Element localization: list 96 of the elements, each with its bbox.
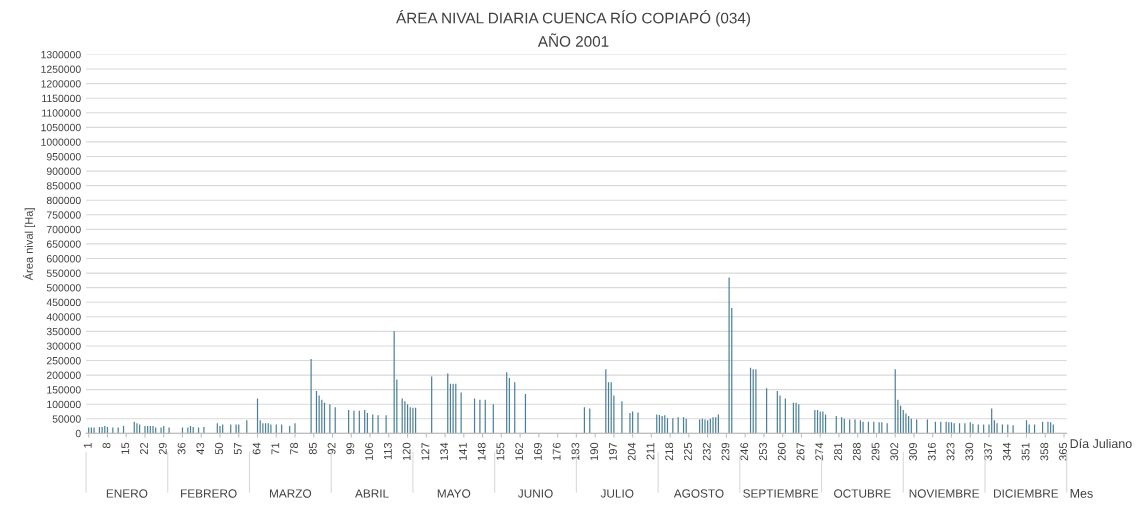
y-tick-label: 1100000 (42, 109, 81, 117)
y-tick-label: 1150000 (42, 94, 81, 103)
y-tick-label: 1250000 (41, 65, 81, 73)
y-tick-label: 250000 (46, 357, 81, 365)
x-tick-label: 337 (984, 442, 992, 461)
x-axis-title: Día Juliano (1070, 438, 1132, 449)
y-tick-label: 300000 (46, 342, 81, 350)
y-tick-label: 500000 (46, 284, 81, 292)
y-tick-label: 700000 (46, 225, 81, 234)
x-tick-label: 29 (158, 442, 167, 455)
x-tick-label: 92 (327, 442, 336, 455)
y-tick-label: 900000 (46, 167, 81, 175)
x-tick-label: 218 (665, 442, 674, 461)
x-tick-label: 99 (346, 442, 355, 455)
x-tick-label: 267 (796, 442, 805, 461)
x-tick-label: 260 (777, 442, 786, 461)
x-tick-label: 190 (590, 442, 599, 461)
x-tick-label: 232 (702, 442, 711, 461)
text: MARZO (269, 489, 312, 498)
x-tick-label: 351 (1021, 442, 1030, 461)
x-tick-label: 253 (759, 442, 767, 461)
x-tick-label: 204 (627, 442, 636, 461)
y-tick-label: 1050000 (41, 123, 81, 132)
y-tick-label: 550000 (46, 269, 81, 277)
text: SEPTIEMBRE (743, 489, 819, 498)
x-tick-label: 309 (909, 442, 917, 461)
chart-subtitle: AÑO 2001 (537, 33, 609, 47)
x-tick-label: 323 (946, 442, 955, 461)
x-tick-label: 106 (365, 442, 374, 461)
y-tick-label: 1300000 (41, 51, 81, 59)
x-tick-label: 15 (121, 442, 130, 454)
x-tick-label: 1 (83, 442, 92, 448)
x-tick-label: 64 (252, 442, 261, 455)
y-tick-label: 950000 (46, 153, 81, 161)
x-tick-label: 43 (196, 442, 205, 455)
x-tick-label: 302 (890, 442, 899, 461)
y-axis-title: Área nival [Ha] (23, 208, 36, 281)
x-tick-label: 239 (721, 442, 730, 461)
text: JUNIO (517, 489, 553, 498)
x-tick-label: 176 (552, 442, 561, 461)
text: FEBRERO (181, 489, 237, 498)
y-tick-label: 1200000 (41, 80, 81, 88)
x-tick-label: 85 (308, 442, 317, 455)
y-tick-label: 50000 (52, 415, 81, 423)
x-tick-label: 71 (271, 442, 280, 455)
x-tick-label: 113 (383, 442, 392, 460)
x-tick-label: 50 (215, 442, 223, 455)
x-tick-label: 197 (608, 442, 617, 461)
y-tick-label: 600000 (46, 255, 81, 263)
x-tick-label: 155 (496, 442, 505, 461)
text: AGOSTO (673, 489, 724, 498)
y-tick-label: 1000000 (41, 138, 81, 146)
text: MAYO (437, 489, 471, 498)
x-tick-label: 295 (871, 442, 880, 461)
x-tick-label: 162 (515, 442, 524, 461)
y-tick-label: 0 (75, 429, 81, 438)
x-tick-label: 36 (177, 442, 186, 455)
x-tick-label: 57 (233, 442, 242, 455)
y-tick-label: 750000 (46, 211, 81, 219)
x-tick-label: 281 (834, 442, 842, 461)
y-tick-label: 450000 (46, 298, 81, 307)
y-tick-label: 100000 (47, 400, 81, 409)
x-tick-label: 127 (421, 442, 430, 461)
text: ENERO (106, 489, 148, 498)
text: DICIEMBRE (994, 489, 1059, 498)
x-tick-label: 134 (440, 442, 449, 461)
x-tick-label: 78 (290, 442, 299, 455)
text: Mes (1070, 489, 1093, 498)
y-tick-label: 150000 (47, 386, 81, 394)
x-tick-label: 344 (1002, 442, 1011, 461)
chart-title: ÁREA NIVAL DIARIA CUENCA RÍO COPIAPÓ (034) (396, 10, 750, 27)
x-tick-label: 225 (684, 442, 692, 461)
y-tick-label: 650000 (46, 240, 81, 248)
text: JULIO (600, 489, 634, 498)
x-tick-label: 183 (571, 442, 580, 461)
x-tick-label: 169 (533, 442, 542, 461)
y-tick-label: 800000 (46, 196, 81, 205)
text: ABRIL (355, 489, 389, 498)
x-tick-label: 365 (1059, 442, 1068, 461)
text: OCTUBRE (834, 489, 891, 498)
x-tick-label: 316 (927, 442, 936, 461)
y-tick-label: 200000 (46, 371, 81, 379)
x-tick-label: 141 (459, 442, 467, 461)
x-tick-label: 120 (402, 442, 411, 461)
x-tick-label: 330 (965, 442, 974, 461)
y-tick-label: 400000 (46, 313, 81, 321)
x-tick-label: 8 (102, 442, 111, 449)
x-tick-label: 288 (852, 442, 861, 461)
x-tick-label: 22 (140, 442, 148, 455)
y-tick-label: 850000 (46, 182, 81, 190)
x-tick-label: 211 (646, 442, 655, 460)
y-tick-label: 350000 (46, 327, 81, 336)
text: NOVIEMBRE (909, 489, 980, 498)
x-tick-label: 148 (477, 442, 486, 461)
x-tick-label: 246 (740, 442, 749, 461)
x-tick-label: 358 (1040, 442, 1049, 461)
